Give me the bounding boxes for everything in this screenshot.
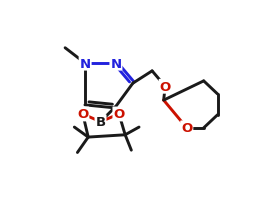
Text: N: N	[110, 57, 122, 70]
Text: N: N	[80, 57, 91, 70]
Text: O: O	[160, 80, 171, 93]
Text: O: O	[181, 122, 192, 135]
Text: O: O	[77, 108, 88, 121]
Text: O: O	[113, 108, 125, 121]
Text: B: B	[95, 116, 106, 129]
